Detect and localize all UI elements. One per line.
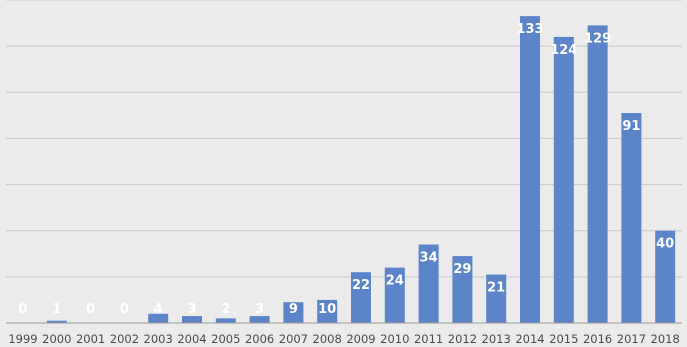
data-label-2018: 40 xyxy=(656,237,674,252)
x-tick-label-2017: 2017 xyxy=(617,332,646,346)
bar-2004 xyxy=(182,316,202,323)
x-tick-labels: 1999 2000 2001 2002 2003 2004 2005 2006 2007 2008… xyxy=(8,332,679,346)
x-tick-label-2001: 2001 xyxy=(76,332,105,346)
bar-2010 xyxy=(384,267,405,323)
data-label-2014: 133 xyxy=(516,22,543,37)
x-tick-label-2014: 2014 xyxy=(515,332,544,346)
data-label-2008: 10 xyxy=(318,302,336,317)
x-tick-label-2003: 2003 xyxy=(144,332,173,346)
x-tick-label-2015: 2015 xyxy=(549,332,578,346)
x-tick-label-2016: 2016 xyxy=(583,332,612,346)
x-tick-label-2006: 2006 xyxy=(245,332,274,346)
data-label-2001: 0 xyxy=(86,302,95,317)
data-label-2013: 21 xyxy=(487,281,505,296)
x-tick-label-2008: 2008 xyxy=(313,332,342,346)
bar-2006 xyxy=(249,316,270,323)
bar-2005 xyxy=(215,318,236,323)
data-label-2016: 129 xyxy=(584,31,611,46)
bar-2016 xyxy=(587,25,608,323)
x-tick-label-2002: 2002 xyxy=(110,332,139,346)
x-tick-label-2005: 2005 xyxy=(211,332,240,346)
bar-2014 xyxy=(520,16,540,324)
x-tick-label-2004: 2004 xyxy=(177,332,206,346)
x-tick-label-2013: 2013 xyxy=(482,332,511,346)
bar-2012 xyxy=(452,256,473,323)
bar-2008 xyxy=(317,299,338,323)
data-label-2012: 29 xyxy=(453,262,471,277)
data-label-2004: 3 xyxy=(187,302,196,317)
x-tick-label-2018: 2018 xyxy=(651,332,680,346)
bar-2015 xyxy=(553,36,574,324)
data-label-2006: 3 xyxy=(255,302,264,317)
bar-2003 xyxy=(148,313,169,323)
bar-2017 xyxy=(621,113,642,323)
bar-2013 xyxy=(486,274,507,323)
bar-2007 xyxy=(283,302,304,323)
data-label-2010: 24 xyxy=(386,274,404,289)
data-label-2017: 91 xyxy=(622,119,640,134)
bar-2011 xyxy=(418,244,439,323)
x-tick-label-2000: 2000 xyxy=(42,332,71,346)
x-tick-label-1999: 1999 xyxy=(8,332,37,346)
data-label-2009: 22 xyxy=(352,278,370,293)
x-tick-label-2010: 2010 xyxy=(380,332,409,346)
x-tick-label-2011: 2011 xyxy=(414,332,443,346)
data-label-2000: 1 xyxy=(52,302,61,317)
bars xyxy=(46,16,676,324)
gridlines xyxy=(6,0,682,278)
data-label-1999: 0 xyxy=(18,302,27,317)
data-label-2005: 2 xyxy=(221,302,230,317)
x-tick-label-2009: 2009 xyxy=(346,332,375,346)
data-label-2011: 34 xyxy=(420,251,438,266)
data-label-2002: 0 xyxy=(120,302,129,317)
data-label-2007: 9 xyxy=(289,302,298,317)
x-tick-label-2012: 2012 xyxy=(448,332,477,346)
bar-2009 xyxy=(351,272,371,323)
data-label-2003: 4 xyxy=(154,302,163,317)
x-tick-label-2007: 2007 xyxy=(279,332,308,346)
bar-2000 xyxy=(46,320,67,323)
data-label-2015: 124 xyxy=(550,43,577,58)
bar-2018 xyxy=(655,230,676,323)
